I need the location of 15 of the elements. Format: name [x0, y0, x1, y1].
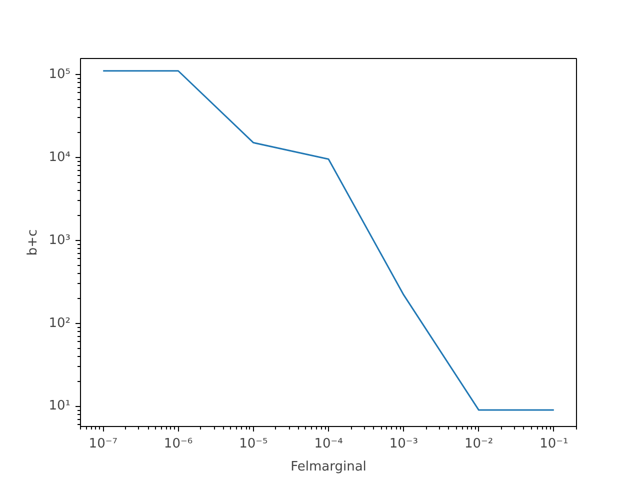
line-series	[102, 70, 555, 411]
y-tick-label: 10⁵	[48, 66, 71, 82]
y-tick-label: 10⁴	[48, 150, 71, 165]
y-tick-label: 10²	[48, 316, 71, 331]
x-tick-label: 10⁻⁵	[239, 436, 268, 452]
x-tick-label: 10⁻⁴	[314, 436, 343, 452]
x-tick-label: 10⁻²	[464, 436, 494, 452]
x-tick-label: 10⁻¹	[540, 436, 568, 452]
y-tick-label: 10³	[48, 232, 71, 248]
x-tick-label: 10⁻⁶	[164, 436, 193, 452]
x-tick-label: 10⁻³	[389, 436, 418, 452]
y-axis-title: b+c	[26, 229, 41, 256]
x-tick-label: 10⁻⁷	[88, 436, 118, 452]
x-axis-title: Felmarginal	[290, 460, 366, 474]
y-tick-label: 10¹	[48, 398, 71, 414]
